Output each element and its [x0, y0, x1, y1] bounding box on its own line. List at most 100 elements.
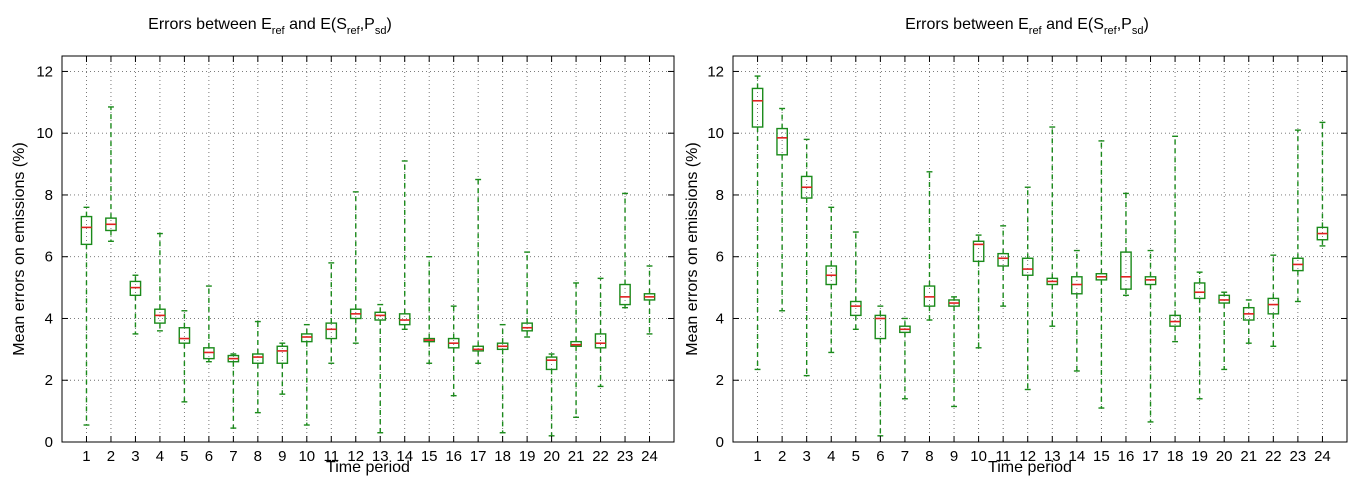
boxplot-1	[80, 206, 93, 426]
x-tick-label: 8	[925, 448, 933, 465]
x-axis-ticks: 1 2 3 4 5 6 7 8 9 10 11 12 13 14 15 16 17 18 19 20 21 22 23 24	[753, 56, 1331, 465]
boxplot-18	[1169, 135, 1181, 343]
iqr-box	[849, 300, 862, 317]
boxplot-19	[521, 251, 533, 338]
boxplot-9	[276, 342, 289, 395]
iqr-box	[80, 215, 93, 246]
x-tick-label: 14	[1068, 448, 1085, 465]
y-tick-label: 4	[45, 310, 53, 327]
boxplot-14	[1070, 249, 1083, 372]
x-tick-label: 1	[82, 448, 90, 465]
boxplot-2	[776, 107, 788, 312]
iqr-box	[874, 314, 887, 340]
x-tick-label: 23	[617, 448, 634, 465]
iqr-box	[1193, 282, 1206, 300]
iqr-box	[594, 333, 607, 349]
x-tick-label: 14	[396, 448, 413, 465]
boxplot-24	[1316, 121, 1329, 247]
x-tick-label: 9	[950, 448, 958, 465]
iqr-box	[776, 127, 788, 156]
x-tick-label: 11	[323, 448, 339, 465]
boxplot-3	[800, 138, 813, 377]
x-tick-label: 2	[778, 448, 786, 465]
boxplot-5	[849, 231, 862, 330]
y-tick-label: 10	[36, 125, 53, 142]
y-axis-ticks: 0 2 4 6 8 10 12	[707, 63, 1347, 451]
x-tick-label: 16	[1118, 448, 1135, 465]
chart-panel-right: Errors between Eref and E(Sref,Psd) 0246…	[684, 16, 1348, 476]
y-tick-label: 10	[707, 125, 724, 142]
x-tick-label: 3	[803, 448, 811, 465]
y-tick-label: 8	[45, 187, 53, 204]
y-tick-label: 12	[36, 63, 53, 80]
boxplot-4	[154, 232, 166, 332]
x-axis-label: Time period	[326, 459, 410, 476]
iqr-box	[1120, 251, 1132, 290]
iqr-box	[325, 322, 338, 340]
chart-title: Errors between Eref and E(Sref,Psd)	[905, 16, 1149, 37]
x-tick-label: 6	[876, 448, 884, 465]
x-tick-label: 4	[827, 448, 835, 465]
x-tick-label: 24	[641, 448, 658, 465]
x-tick-label: 22	[592, 448, 609, 465]
chart-panel-left: Errors between Eref and E(Sref,Psd) 0246…	[11, 16, 675, 476]
boxplot-23	[1292, 129, 1304, 303]
x-tick-label: 20	[543, 448, 560, 465]
boxplot-15	[423, 256, 436, 364]
boxplot-8	[923, 171, 936, 321]
x-tick-label: 21	[568, 448, 585, 465]
boxplot-10	[300, 323, 313, 426]
x-tick-label: 7	[901, 448, 909, 465]
x-tick-label: 11	[995, 448, 1011, 465]
boxplot-12	[349, 191, 362, 344]
boxplot-11	[325, 262, 338, 364]
boxplot-1	[751, 75, 764, 371]
iqr-box	[1021, 257, 1034, 276]
x-axis-label: Time period	[988, 459, 1072, 476]
boxplot-6	[203, 285, 215, 363]
boxplot-2	[105, 106, 117, 242]
boxplot-11	[997, 225, 1010, 307]
boxplot-13	[1046, 126, 1059, 327]
boxplot-series	[80, 106, 656, 437]
boxplot-19	[1193, 271, 1206, 400]
plot-area-frame	[61, 55, 675, 443]
boxplot-6	[874, 305, 887, 437]
x-tick-label: 2	[107, 448, 115, 465]
x-tick-label: 20	[1216, 448, 1233, 465]
y-tick-label: 2	[45, 372, 53, 389]
boxplot-12	[1021, 186, 1034, 391]
boxplot-9	[948, 296, 960, 408]
iqr-box	[545, 356, 558, 371]
boxplot-16	[1120, 192, 1132, 297]
x-tick-label: 10	[970, 448, 987, 465]
x-tick-label: 23	[1290, 448, 1307, 465]
x-tick-label: 8	[254, 448, 262, 465]
x-tick-label: 15	[1093, 448, 1110, 465]
boxplot-15	[1095, 140, 1108, 409]
x-tick-label: 7	[229, 448, 237, 465]
boxplot-21	[570, 282, 582, 418]
y-tick-label: 8	[716, 187, 724, 204]
x-tick-label: 19	[519, 448, 536, 465]
iqr-box	[178, 327, 191, 344]
iqr-box	[619, 283, 631, 306]
boxplot-20	[545, 353, 558, 437]
boxplot-24	[643, 265, 656, 335]
x-tick-label: 3	[131, 448, 139, 465]
iqr-box	[751, 87, 764, 128]
y-tick-label: 4	[716, 310, 724, 327]
iqr-box	[972, 240, 985, 263]
x-tick-label: 12	[1019, 448, 1036, 465]
x-tick-label: 1	[753, 448, 761, 465]
x-tick-label: 18	[494, 448, 511, 465]
x-tick-label: 17	[1142, 448, 1159, 465]
boxplot-17	[1144, 249, 1157, 423]
boxplot-22	[1267, 254, 1280, 347]
boxplot-8	[251, 320, 264, 414]
x-tick-label: 5	[180, 448, 188, 465]
x-tick-label: 16	[445, 448, 462, 465]
x-tick-label: 6	[205, 448, 213, 465]
x-tick-label: 10	[298, 448, 315, 465]
boxplot-14	[398, 160, 411, 330]
